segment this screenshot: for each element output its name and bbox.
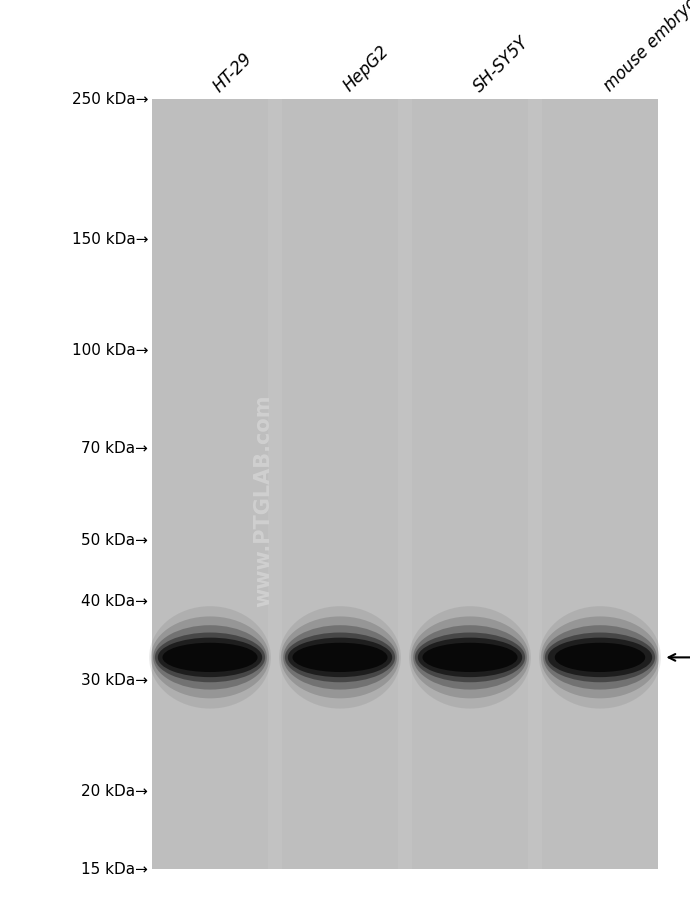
Ellipse shape [555, 643, 645, 672]
Text: 100 kDa→: 100 kDa→ [72, 343, 148, 358]
Bar [152, 100, 658, 869]
Text: HT-29: HT-29 [210, 49, 256, 96]
Text: 40 kDa→: 40 kDa→ [81, 594, 148, 608]
Text: 50 kDa→: 50 kDa→ [81, 532, 148, 548]
Text: 30 kDa→: 30 kDa→ [81, 672, 148, 687]
Ellipse shape [162, 643, 257, 672]
Ellipse shape [545, 633, 655, 683]
Text: 150 kDa→: 150 kDa→ [72, 232, 148, 247]
Text: mouse embryo: mouse embryo [600, 0, 690, 96]
Text: 70 kDa→: 70 kDa→ [81, 440, 148, 456]
Ellipse shape [279, 606, 401, 709]
Ellipse shape [281, 617, 399, 698]
Ellipse shape [158, 638, 262, 677]
Ellipse shape [543, 625, 657, 690]
Bar [542, 100, 658, 869]
Ellipse shape [155, 633, 265, 683]
Ellipse shape [415, 633, 525, 683]
Text: SH-SY5Y: SH-SY5Y [470, 33, 533, 96]
Bar [412, 100, 528, 869]
Ellipse shape [418, 638, 522, 677]
Text: 15 kDa→: 15 kDa→ [81, 861, 148, 877]
Ellipse shape [541, 617, 659, 698]
Ellipse shape [283, 625, 397, 690]
Ellipse shape [409, 606, 531, 709]
Ellipse shape [413, 625, 527, 690]
Ellipse shape [285, 633, 395, 683]
Ellipse shape [411, 617, 529, 698]
Text: www.PTGLAB.com: www.PTGLAB.com [253, 393, 273, 606]
Ellipse shape [288, 638, 392, 677]
Text: 20 kDa→: 20 kDa→ [81, 783, 148, 798]
Ellipse shape [151, 617, 269, 698]
Ellipse shape [422, 643, 518, 672]
Text: 250 kDa→: 250 kDa→ [72, 92, 148, 107]
Ellipse shape [539, 606, 661, 709]
Ellipse shape [293, 643, 388, 672]
Text: HepG2: HepG2 [340, 42, 393, 96]
Ellipse shape [149, 606, 271, 709]
Ellipse shape [548, 638, 652, 677]
Bar [152, 100, 268, 869]
Bar [282, 100, 398, 869]
Ellipse shape [153, 625, 267, 690]
